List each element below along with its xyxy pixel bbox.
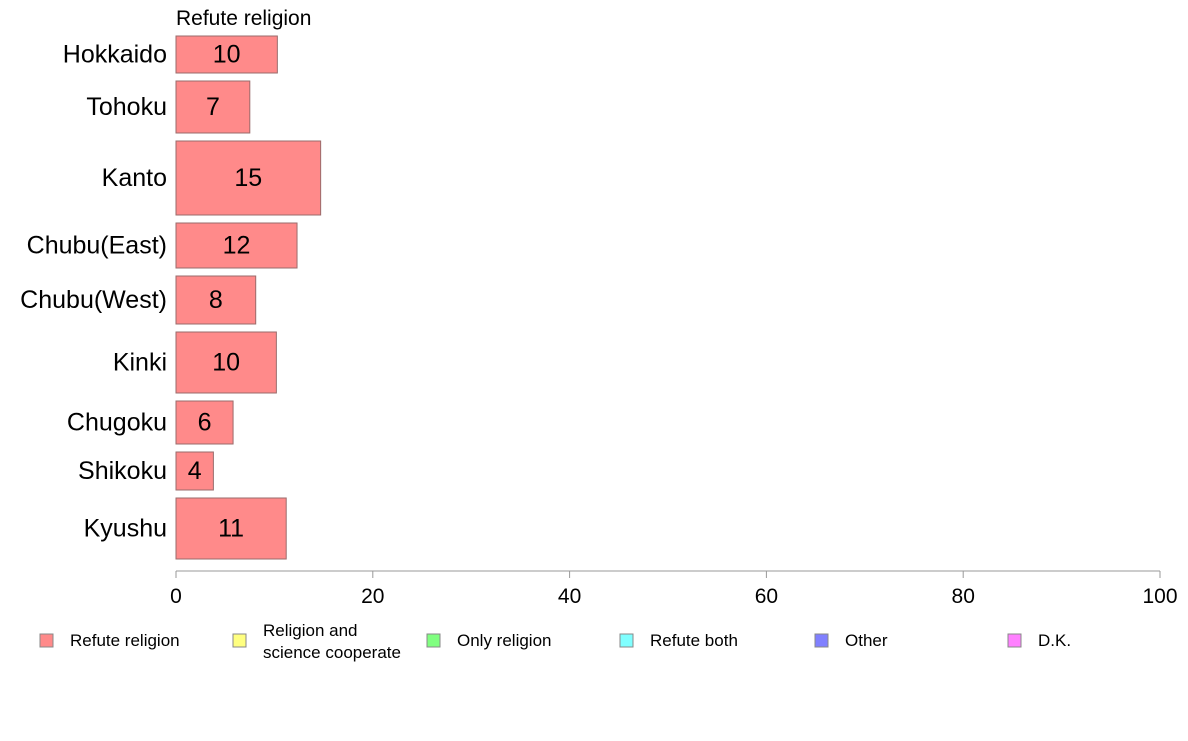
category-label-shikoku: Shikoku [78, 457, 167, 485]
bars-layer: Hokkaido 10 Tohoku 7 Kanto 15 Chubu(East) 12 Chu… [20, 35, 322, 560]
bar-tohoku [175, 80, 251, 134]
legend-label: Only religion [457, 631, 552, 650]
bar-kyushu [175, 497, 287, 560]
bar-chubu-east [175, 222, 298, 269]
x-axis: 0 20 40 60 80 100 [170, 570, 1178, 608]
legend-label: Religion and science cooperate [263, 621, 401, 662]
legend-swatch [426, 633, 441, 648]
x-tick-label: 60 [755, 585, 778, 608]
bar-value-label: 6 [198, 409, 212, 437]
legend: Refute religion Religion and science coope… [39, 621, 1071, 662]
bar-kanto [175, 140, 322, 216]
bar-value-label: 8 [209, 286, 223, 314]
category-label-kinki: Kinki [113, 349, 167, 377]
bar-value-label: 11 [218, 515, 244, 543]
category-label-hokkaido: Hokkaido [63, 41, 167, 69]
legend-label: Other [845, 631, 888, 650]
bar-chubu-west [175, 275, 257, 325]
legend-label: Refute religion [70, 631, 180, 650]
category-label-chubu-west: Chubu(West) [20, 286, 167, 314]
x-tick-label: 100 [1142, 585, 1177, 608]
x-tick-label: 80 [952, 585, 975, 608]
bar-hokkaido [175, 35, 278, 74]
bar-kinki [175, 331, 277, 394]
legend-label: Refute both [650, 631, 738, 650]
legend-swatch [232, 633, 247, 648]
category-label-chubu-east: Chubu(East) [27, 232, 167, 260]
bar-value-label: 4 [188, 457, 202, 485]
x-tick-label: 40 [558, 585, 581, 608]
bar-value-label: 10 [212, 349, 240, 377]
bar-value-label: 15 [234, 164, 262, 192]
bar-value-label: 12 [223, 232, 251, 260]
category-label-kanto: Kanto [102, 164, 167, 192]
legend-swatch [1007, 633, 1022, 648]
chart-title: Refute religion [176, 7, 311, 30]
bar-value-label: 7 [206, 93, 220, 121]
legend-swatch [814, 633, 829, 648]
category-label-kyushu: Kyushu [84, 515, 167, 543]
x-tick-label: 20 [361, 585, 384, 608]
legend-swatch [39, 633, 54, 648]
bar-chugoku [175, 400, 234, 445]
legend-label: D.K. [1038, 631, 1071, 650]
x-tick-label: 0 [170, 585, 182, 608]
legend-swatch [619, 633, 634, 648]
bar-shikoku [175, 451, 214, 491]
category-label-tohoku: Tohoku [86, 93, 167, 121]
category-label-chugoku: Chugoku [67, 409, 167, 437]
bar-value-label: 10 [213, 41, 241, 69]
